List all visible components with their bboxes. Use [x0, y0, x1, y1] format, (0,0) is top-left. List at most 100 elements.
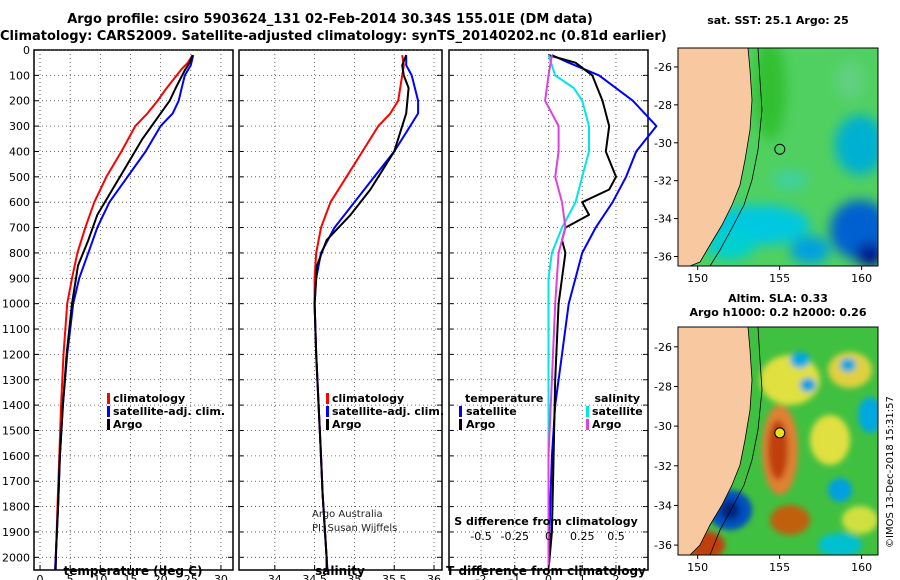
legend-s-argo-swatch	[586, 419, 589, 430]
x-tick-label: 10	[93, 573, 107, 580]
series-line-0	[54, 54, 194, 571]
depth-tick-label: 200	[9, 95, 30, 108]
depth-tick-label: 400	[9, 145, 30, 158]
legend-climatology-label: climatology	[113, 392, 185, 405]
depth-tick-label: 2000	[2, 551, 30, 564]
series-line-2	[547, 54, 590, 570]
difference-x-ticks: -2 -1 0 1 2	[476, 565, 619, 580]
legend-climatology-swatch	[107, 393, 110, 404]
series-line-2	[54, 54, 194, 571]
depth-tick-label: 1600	[2, 450, 30, 463]
sst-australia-land	[678, 48, 753, 266]
header-line1: Argo profile: csiro 5903624_131 02-Feb-2…	[67, 12, 593, 27]
credit-line2: PI: Susan Wijffels	[312, 523, 397, 534]
difference-legend: temperature satellite Argo salinity sate…	[459, 392, 643, 431]
imos-stamp: ©IMOS 13-Dec-2018 15:31:57	[885, 396, 896, 548]
salinity-plot-frame	[238, 49, 443, 571]
x-tick-label: -2	[476, 573, 487, 580]
sla-isobath	[709, 327, 763, 555]
lat-tick-label: -36	[654, 251, 672, 264]
lon-tick-label: 160	[851, 272, 872, 285]
legend-t-satellite-label: satellite	[466, 405, 517, 418]
t-difference-axis-label: T difference from climatology	[446, 564, 646, 578]
x-tick-label: 34.5	[302, 573, 327, 580]
legend-satellite-label: satellite-adj. clim.	[113, 405, 225, 418]
sst-map-frame	[677, 47, 879, 267]
sst-isobath	[709, 48, 763, 266]
sst-map: -26 -28 -30 -32 -34 -36 150 155 160	[654, 47, 879, 285]
depth-tick-label: 1200	[2, 348, 30, 361]
temperature-x-ticks: 0 5 10 15 20 25 30	[37, 565, 228, 580]
lat-tick-label: -26	[654, 61, 672, 74]
difference-profile-lines	[544, 54, 658, 571]
s-diff-tick-label: 0.5	[607, 530, 625, 543]
legend-climatology-label: climatology	[332, 392, 404, 405]
difference-panel: -2 -1 0 1 2 -0.5 -0.25 0 0.25 0.5 T difference f…	[446, 49, 658, 580]
s-diff-tick-label: -0.25	[501, 530, 529, 543]
temperature-profile-lines	[54, 54, 195, 571]
x-tick-label: 35.5	[382, 573, 407, 580]
header-line2: Climatology: CARS2009. Satellite-adjuste…	[0, 29, 667, 44]
series-line-1	[313, 55, 420, 571]
sla-map-title1: Altim. SLA: 0.33	[728, 292, 828, 305]
temperature-axis-label: temperature (deg C)	[64, 564, 203, 578]
legend-satellite-swatch	[326, 406, 329, 417]
sla-australia-land	[678, 327, 753, 555]
sst-float-marker	[774, 143, 786, 155]
lat-tick-label: -34	[654, 499, 672, 512]
x-tick-label: -1	[509, 573, 520, 580]
legend-t-argo-swatch	[459, 419, 462, 430]
depth-tick-label: 1100	[2, 323, 30, 336]
x-tick-label: 30	[214, 573, 228, 580]
lat-tick-label: -32	[654, 175, 672, 188]
lat-tick-label: -32	[654, 460, 672, 473]
x-tick-label: 35	[347, 573, 361, 580]
sla-lat-ticks: -26 -28 -30 -32 -34 -36	[654, 341, 678, 552]
depth-tick-label: 1700	[2, 475, 30, 488]
legend-argo-swatch	[107, 419, 110, 430]
legend-s-satellite-swatch	[586, 406, 589, 417]
temperature-grid	[34, 49, 233, 570]
x-tick-label: 34	[268, 573, 282, 580]
x-tick-label: 0	[37, 573, 44, 580]
lat-tick-label: -28	[654, 99, 672, 112]
sst-lon-ticks: 150 155 160	[687, 266, 872, 285]
s-diff-tick-label: -0.5	[470, 530, 491, 543]
legend-satellite-swatch	[107, 406, 110, 417]
temperature-plot-frame	[33, 49, 234, 571]
legend-argo-label: Argo	[332, 418, 362, 431]
lon-tick-label: 155	[769, 561, 790, 574]
depth-tick-label: 1500	[2, 424, 30, 437]
legend-argo-label: Argo	[113, 418, 143, 431]
depth-tick-label: 700	[9, 222, 30, 235]
legend-t-satellite-swatch	[459, 406, 462, 417]
s-diff-tick-label: 0.25	[570, 530, 595, 543]
legend-climatology-swatch	[326, 393, 329, 404]
legend-s-argo-label: Argo	[592, 418, 622, 431]
lat-tick-label: -34	[654, 213, 672, 226]
depth-tick-label: 1000	[2, 298, 30, 311]
lat-tick-label: -26	[654, 341, 672, 354]
depth-tick-label: 800	[9, 247, 30, 260]
x-tick-label: 1	[579, 573, 586, 580]
series-line-1	[547, 54, 617, 571]
sla-map-frame	[677, 326, 879, 556]
lat-tick-label: -28	[654, 380, 672, 393]
depth-tick-label: 300	[9, 120, 30, 133]
depth-tick-label: 1900	[2, 526, 30, 539]
temperature-legend: climatology satellite-adj. clim. Argo	[107, 392, 225, 431]
salinity-difference-ticks: -0.5 -0.25 0 0.25 0.5	[470, 530, 624, 543]
x-tick-label: 15	[123, 573, 137, 580]
temperature-panel: 0 5 10 15 20 25 30 temperature (deg C) climato…	[33, 49, 234, 580]
depth-tick-label: 100	[9, 69, 30, 82]
series-line-0	[547, 54, 658, 571]
x-tick-label: 25	[184, 573, 198, 580]
lon-tick-label: 150	[687, 272, 708, 285]
x-tick-label: 0	[545, 573, 552, 580]
depth-tick-label: 900	[9, 272, 30, 285]
salinity-x-ticks: 34 34.5 35 35.5 36	[268, 565, 441, 580]
sla-lon-ticks: 150 155 160	[687, 555, 872, 574]
credit-line1: Argo Australia	[312, 509, 383, 520]
series-line-0	[313, 54, 405, 571]
